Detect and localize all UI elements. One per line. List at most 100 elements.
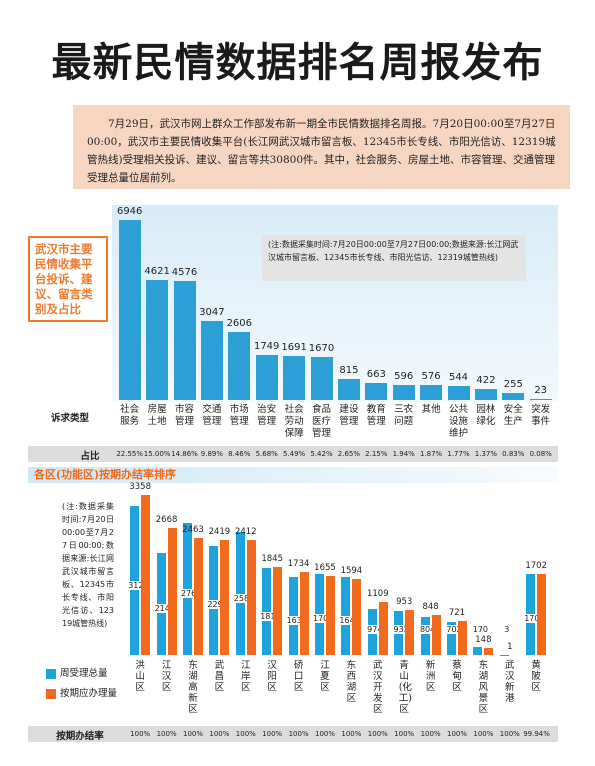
rate-cell: 100%: [235, 730, 256, 738]
bar: [228, 332, 251, 400]
bar: [420, 616, 430, 655]
bar: [337, 378, 360, 400]
x-tick-label: 治安管理: [257, 404, 277, 427]
rate-cell: 100%: [473, 730, 494, 738]
bar: [352, 579, 362, 655]
x-tick-label: 武昌区: [214, 660, 225, 693]
rate-cell: 100%: [262, 730, 283, 738]
rate-cell: 100%: [446, 730, 467, 738]
bar: [235, 532, 245, 655]
share-row: [28, 446, 558, 462]
bar: [156, 552, 166, 655]
value-label: 576: [421, 371, 441, 383]
x-tick-label: 洪山区: [135, 660, 145, 693]
bar: [209, 545, 219, 655]
x-tick-label: 其他: [421, 404, 441, 415]
value-label: 3: [496, 625, 517, 634]
legend-swatch: [46, 689, 56, 699]
share-cell: 15.00%: [143, 450, 171, 458]
share-cell: 9.89%: [200, 450, 224, 458]
value-label: 1691: [281, 342, 307, 354]
value-label: 2580: [232, 593, 255, 603]
value-label: 2412: [234, 527, 257, 538]
value-label: 1: [507, 641, 513, 652]
value-label: 4576: [171, 267, 198, 279]
x-tick-label: 公共设施维护: [448, 404, 468, 439]
x-tick-label: 食品医疗管理: [311, 404, 331, 439]
value-label: 422: [476, 375, 496, 387]
bar: [392, 384, 415, 400]
rate-cell: 100%: [314, 730, 335, 738]
value-label: 953: [396, 596, 413, 607]
intro-text: 7月29日，武汉市网上群众工作部发布新一期全市民情数据排名周报。7月20日00:…: [73, 105, 570, 189]
rate-cell: 100%: [182, 730, 203, 738]
rate-cell: 100%: [209, 730, 230, 738]
x-tick-label: 硚口区: [293, 660, 304, 693]
rate-cell: 100%: [341, 730, 362, 738]
value-label: 544: [448, 371, 469, 383]
value-label: 2463: [182, 524, 204, 535]
value-label: 1707: [312, 614, 334, 624]
value-label: 663: [366, 368, 386, 380]
bar: [200, 321, 223, 400]
legend-label: 周受理总量: [60, 668, 108, 679]
x-tick-label: 新洲区: [425, 660, 436, 693]
share-cell: 2.15%: [365, 450, 388, 458]
legend-label: 按期应办理量: [60, 688, 118, 699]
share-cell: 0.08%: [529, 450, 552, 458]
value-label: 3047: [199, 307, 225, 319]
bar: [273, 567, 283, 655]
chart-title: 各区(功能区)按期办结率排序: [34, 468, 177, 481]
share-cell: 5.68%: [255, 450, 278, 458]
bar: [246, 540, 256, 655]
x-tick-label: 汉阳区: [267, 660, 277, 693]
value-label: 848: [422, 601, 439, 612]
value-label: 1594: [340, 566, 363, 577]
value-label: 932: [391, 625, 412, 634]
bar: [405, 609, 415, 655]
x-tick-label: 安全生产: [503, 404, 523, 427]
value-label: 702: [444, 625, 464, 634]
bar: [526, 573, 536, 655]
share-cell: 1.94%: [392, 450, 415, 458]
x-tick-label: 江岸区: [241, 660, 251, 693]
bar: [194, 537, 203, 655]
bar: [502, 393, 525, 400]
value-label: 1647: [338, 615, 360, 625]
x-tick-label: 三农问题: [394, 404, 414, 427]
x-tick-label: 东湖高新区: [188, 660, 198, 715]
x-tick-label: 黄陂区: [531, 660, 541, 693]
share-cell: 5.49%: [282, 450, 306, 458]
bar: [378, 602, 388, 655]
rate-cell: 100%: [499, 730, 520, 738]
x-tick-label: 交通管理: [202, 404, 222, 427]
share-label: 占比: [80, 451, 100, 462]
value-label: 1705: [523, 614, 545, 624]
value-label: 170: [470, 625, 491, 634]
rate-cell: 100%: [156, 730, 177, 738]
value-label: 23: [534, 385, 548, 397]
value-label: 1845: [261, 554, 283, 565]
x-tick-label: 江汉区: [161, 660, 172, 693]
share-cell: 1.37%: [474, 450, 498, 458]
bar: [431, 614, 441, 655]
legend-swatch: [46, 669, 56, 679]
x-tick-label: 东湖风景区: [478, 660, 489, 715]
bar: [365, 382, 388, 400]
chart-note: (注:数据采集时间:7月20日00:00至7月27日00:00;数据来源:长江网…: [62, 502, 114, 628]
chart-note: (注:数据采集时间:7月20日00:00至7月27日00:00;数据来源:长江网…: [262, 235, 526, 281]
bar: [529, 399, 552, 400]
bar: [146, 280, 169, 400]
x-tick-label: 蔡甸区: [452, 660, 462, 693]
x-tick-label: 市场管理: [229, 404, 249, 427]
bar: [447, 621, 456, 655]
bar: [315, 573, 324, 655]
share-cell: 1.77%: [447, 450, 470, 458]
rate-cell: 100%: [367, 730, 388, 738]
value-label: 6946: [116, 206, 143, 217]
page-title: 最新民情数据排名周报发布: [51, 40, 544, 86]
x-tick-label: 江夏区: [320, 660, 330, 693]
bar: [537, 573, 547, 655]
rate-cell: 100%: [288, 730, 309, 738]
value-label: 1702: [525, 560, 547, 571]
